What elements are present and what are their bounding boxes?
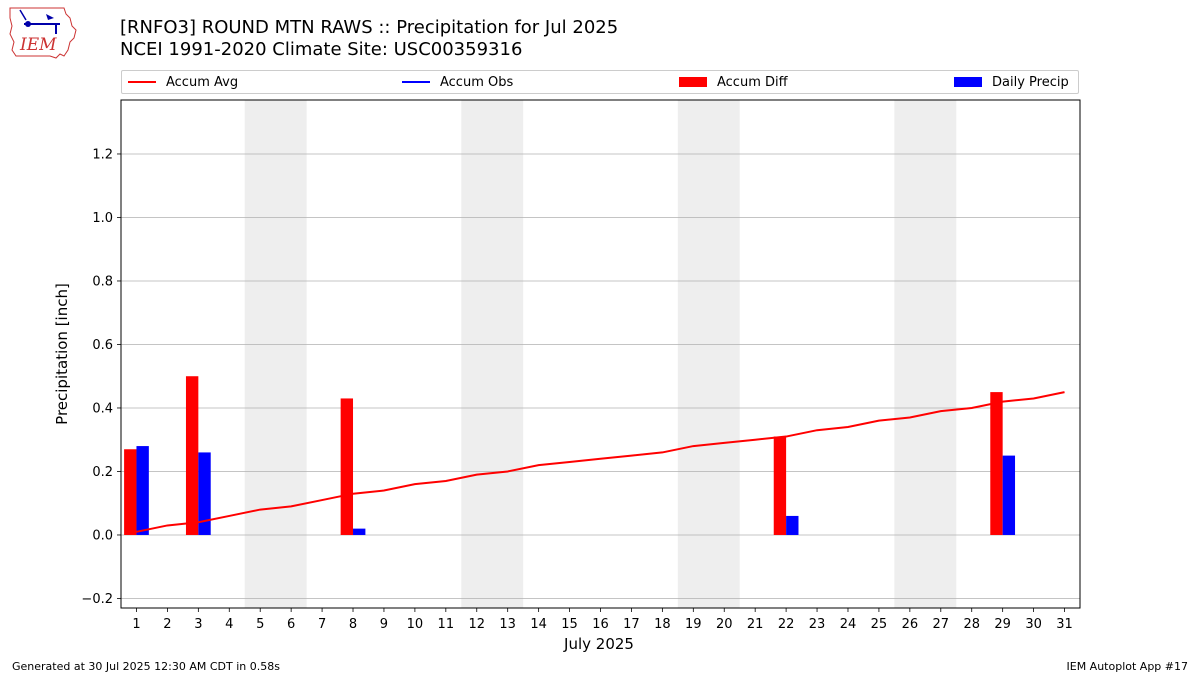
x-tick-label: 29	[994, 617, 1011, 632]
accum-avg-line	[136, 391, 1065, 533]
legend-label-accum-diff: Accum Diff	[717, 74, 788, 90]
x-tick-label: 30	[1025, 617, 1042, 632]
footer-generated-text: Generated at 30 Jul 2025 12:30 AM CDT in…	[12, 660, 280, 673]
legend: Accum Avg Accum Obs Accum Diff Daily Pre…	[121, 70, 1079, 94]
x-tick-label: 10	[407, 617, 424, 632]
weekend-band-1	[244, 100, 307, 608]
x-tick-label: 20	[716, 617, 733, 632]
line-marks	[136, 391, 1065, 533]
y-tick-label: 0.6	[92, 338, 113, 353]
y-tick-labels: −0.2 0.0 0.2 0.4 0.6 0.8 1.0 1.2	[81, 147, 113, 606]
y-gridlines	[121, 153, 1080, 599]
x-tick-label: 31	[1056, 617, 1073, 632]
x-tick-label: 1	[132, 617, 140, 632]
daily-precip-bar	[198, 452, 211, 535]
accum-diff-bar	[124, 449, 137, 535]
legend-item-accum-diff: Accum Diff	[679, 73, 788, 91]
x-tick-label: 18	[654, 617, 671, 632]
chart-subtitle: NCEI 1991-2020 Climate Site: USC00359316	[120, 39, 523, 60]
y-tick-label: 0.4	[92, 401, 113, 416]
x-tick-label: 9	[380, 617, 388, 632]
y-tick-label: 0.0	[92, 528, 113, 543]
x-tick-label: 27	[933, 617, 950, 632]
legend-item-accum-avg: Accum Avg	[128, 73, 238, 91]
x-tick-label: 17	[623, 617, 640, 632]
x-tick-label: 6	[287, 617, 295, 632]
legend-swatch-accum-diff	[679, 77, 707, 87]
y-tick-label: 1.0	[92, 211, 113, 226]
x-tick-label: 11	[438, 617, 455, 632]
x-tick-label: 23	[809, 617, 826, 632]
x-tick-label: 14	[530, 617, 547, 632]
accum-diff-bar	[185, 376, 199, 535]
x-tick-labels: 1 2 3 4 5 6 7 8 9 10 11 12 13 14 15 16 17 18 19 20 21 22 23 24 2…	[132, 617, 1072, 632]
x-tick-label: 2	[163, 617, 171, 632]
x-tick-label: 12	[468, 617, 485, 632]
legend-swatch-accum-obs	[402, 81, 430, 83]
footer-app-text: IEM Autoplot App #17	[1066, 660, 1189, 673]
daily-precip-bar	[353, 528, 366, 535]
x-tick-label: 8	[349, 617, 357, 632]
x-tick-label: 22	[778, 617, 795, 632]
x-tick-label: 19	[685, 617, 702, 632]
daily-precip-bar	[136, 446, 149, 535]
bar-marks	[124, 376, 1016, 535]
accum-diff-bar	[773, 436, 787, 535]
y-tick-label: 0.8	[92, 274, 113, 289]
x-tick-label: 25	[871, 617, 888, 632]
weekend-band-4	[894, 100, 957, 608]
x-tick-label: 16	[592, 617, 609, 632]
x-tick-label: 15	[561, 617, 578, 632]
legend-swatch-accum-avg	[128, 81, 156, 83]
x-tick-label: 13	[499, 617, 516, 632]
x-tick-label: 28	[963, 617, 980, 632]
y-tick-label: −0.2	[81, 592, 113, 607]
legend-item-daily-precip: Daily Precip	[954, 73, 1069, 91]
x-tick-label: 4	[225, 617, 233, 632]
legend-swatch-daily-precip	[954, 77, 982, 87]
accum-diff-bar	[340, 398, 354, 535]
legend-item-accum-obs: Accum Obs	[402, 73, 513, 91]
axes	[117, 99, 1081, 612]
legend-label-accum-avg: Accum Avg	[166, 74, 239, 90]
x-axis-label: July 2025	[563, 635, 634, 653]
x-tick-label: 24	[840, 617, 857, 632]
legend-label-accum-obs: Accum Obs	[440, 74, 514, 90]
legend-label-daily-precip: Daily Precip	[992, 74, 1069, 90]
y-axis-label: Precipitation [inch]	[53, 283, 71, 425]
x-tick-label: 21	[747, 617, 764, 632]
logo-text: IEM	[19, 35, 57, 55]
daily-precip-bar	[1002, 455, 1016, 535]
chart-title: [RNFO3] ROUND MTN RAWS :: Precipitation …	[120, 17, 619, 38]
iowa-weather-logo-icon: IEM	[6, 4, 82, 60]
y-tick-label: 0.2	[92, 465, 113, 480]
x-tick-label: 5	[256, 617, 264, 632]
accum-diff-bar	[990, 392, 1003, 535]
y-tick-label: 1.2	[92, 147, 113, 162]
weekend-shading	[244, 100, 957, 608]
weekend-band-2	[461, 100, 524, 608]
x-tick-label: 3	[194, 617, 202, 632]
x-tick-label: 26	[902, 617, 919, 632]
x-tick-label: 7	[318, 617, 326, 632]
weekend-band-3	[677, 100, 740, 608]
daily-precip-bar	[786, 515, 799, 535]
